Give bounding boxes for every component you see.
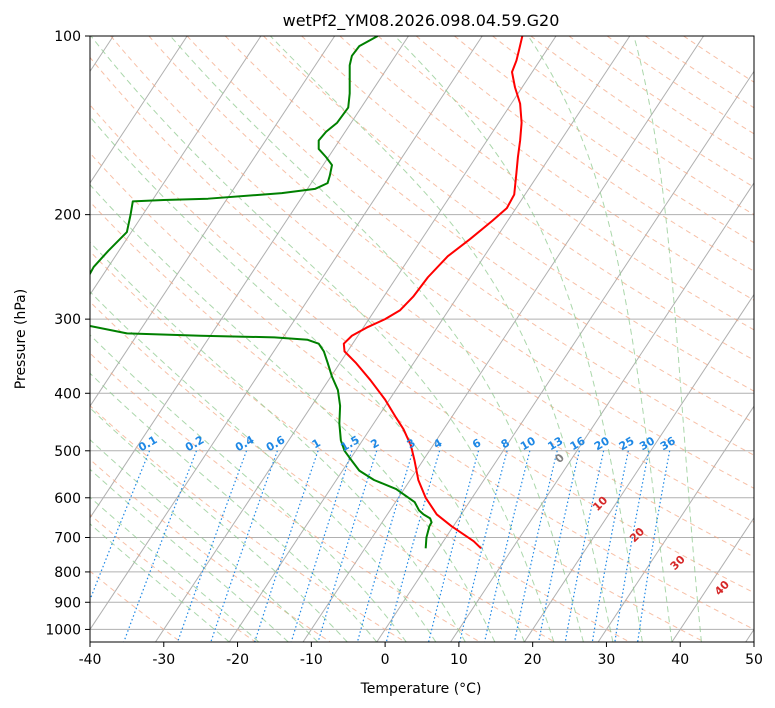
isotherm-line — [523, 293, 754, 642]
dry-adiabat-line — [90, 104, 754, 594]
moist-adiabat-line — [90, 334, 407, 642]
moist-adiabat-line — [90, 496, 260, 642]
series-layer — [90, 36, 524, 550]
x-axis-label: Temperature (°C) — [360, 681, 482, 697]
isotherm-line — [228, 36, 631, 642]
x-tick-label: 40 — [671, 652, 689, 668]
moist-adiabat-line — [90, 523, 230, 642]
chart-title: wetPf2_YM08.2026.098.04.59.G20 — [283, 11, 560, 31]
mixing-ratio-line-3 — [356, 450, 414, 642]
moist-adiabat-line — [90, 372, 378, 642]
y-tick-label: 1000 — [45, 622, 81, 638]
mixing-ratio-line-30 — [614, 450, 650, 642]
dry-adiabat-line — [492, 36, 754, 216]
dry-adiabat-line — [530, 36, 754, 188]
mixing-ratio-line-4 — [385, 450, 441, 642]
moist-adiabat-line — [169, 36, 584, 642]
x-tick-label: -20 — [226, 652, 249, 668]
x-tick-label: -10 — [300, 652, 323, 668]
mixing-ratio-line-1.5 — [290, 450, 353, 642]
y-tick-label: 900 — [54, 595, 81, 611]
isotherm-line — [90, 36, 409, 519]
y-ticks: 100 200 300 400 500 600 700 800 900 1000 — [45, 29, 90, 638]
moist-adiabat-line — [527, 36, 673, 642]
x-tick-label: 10 — [450, 652, 468, 668]
mixing-ratio-line-8 — [459, 450, 508, 642]
mixing-ratio-line-0.6 — [210, 450, 278, 642]
mixing-ratio-line-13 — [513, 450, 558, 642]
grid-layer — [90, 36, 754, 642]
mixing-ratio-line-25 — [591, 450, 629, 642]
y-tick-label: 700 — [54, 531, 81, 547]
dry-adiabat-line — [90, 56, 754, 558]
dry-adiabat-line — [224, 36, 754, 424]
dry-adiabat-line — [90, 152, 754, 630]
moist-adiabat-line — [90, 468, 289, 642]
y-tick-label: 400 — [54, 386, 81, 402]
plot-background — [90, 36, 754, 642]
y-tick-label: 300 — [54, 312, 81, 328]
dry-adiabat-line — [339, 36, 754, 331]
moist-adiabat-line — [90, 116, 525, 642]
mixing-ratio-line-16 — [538, 450, 580, 642]
isotherm-line — [90, 36, 262, 296]
moist-adiabat-line — [90, 36, 555, 642]
isotherm-line — [302, 36, 705, 642]
dewpoint-profile-line — [90, 36, 433, 549]
isotherm-line — [155, 36, 557, 642]
isotherm-line — [90, 36, 483, 631]
dry-adiabat-line — [90, 352, 481, 642]
mixing-ratio-line-6 — [428, 450, 480, 642]
dry-adiabat-line — [90, 250, 630, 642]
mixing-ratio-line-36 — [637, 450, 671, 642]
y-axis-label: Pressure (hPa) — [13, 289, 29, 389]
moist-adiabat-line — [90, 241, 466, 642]
dry-adiabat-line — [301, 36, 754, 361]
x-tick-label: 30 — [598, 652, 616, 668]
guide-lines — [90, 36, 754, 642]
x-tick-label: 20 — [524, 652, 542, 668]
mixing-ratio-line-1 — [254, 450, 319, 642]
x-tick-label: 50 — [745, 652, 763, 668]
x-ticks: -40 -30 -20 -10 0 10 20 30 40 50 — [79, 642, 763, 668]
isotherm-line — [90, 36, 336, 408]
dry-adiabat-line — [110, 36, 754, 523]
moist-adiabat-line — [270, 36, 614, 642]
plot-frame — [89, 35, 755, 643]
moist-adiabat-line — [633, 36, 702, 642]
y-tick-label: 200 — [54, 208, 81, 224]
isotherm-line — [597, 405, 754, 642]
dry-adiabat-line — [90, 301, 555, 642]
dry-adiabat-line — [186, 36, 754, 456]
x-tick-label: 0 — [381, 652, 390, 668]
y-tick-label: 600 — [54, 491, 81, 507]
y-tick-label: 100 — [54, 29, 81, 45]
x-tick-label: -40 — [79, 652, 102, 668]
isotherm-line — [450, 182, 754, 642]
x-tick-label: -30 — [152, 652, 175, 668]
isotherm-line — [376, 70, 754, 642]
moist-adiabat-line — [90, 290, 437, 642]
mixing-ratio-line-20 — [564, 450, 605, 642]
y-tick-label: 500 — [54, 444, 81, 460]
dry-adiabat-line — [415, 36, 754, 272]
isotherm-line — [671, 516, 754, 642]
moist-adiabat-line — [394, 36, 643, 642]
isotherm-line — [90, 36, 188, 184]
mixing-ratio-line-2 — [317, 450, 378, 642]
mixing-ratio-line-0.4 — [177, 450, 248, 642]
mixing-ratio-line-10 — [483, 450, 531, 642]
moist-adiabat-line — [90, 439, 319, 642]
y-tick-label: 800 — [54, 565, 81, 581]
temperature-profile-line — [342, 36, 524, 550]
moist-adiabat-line — [90, 184, 496, 642]
